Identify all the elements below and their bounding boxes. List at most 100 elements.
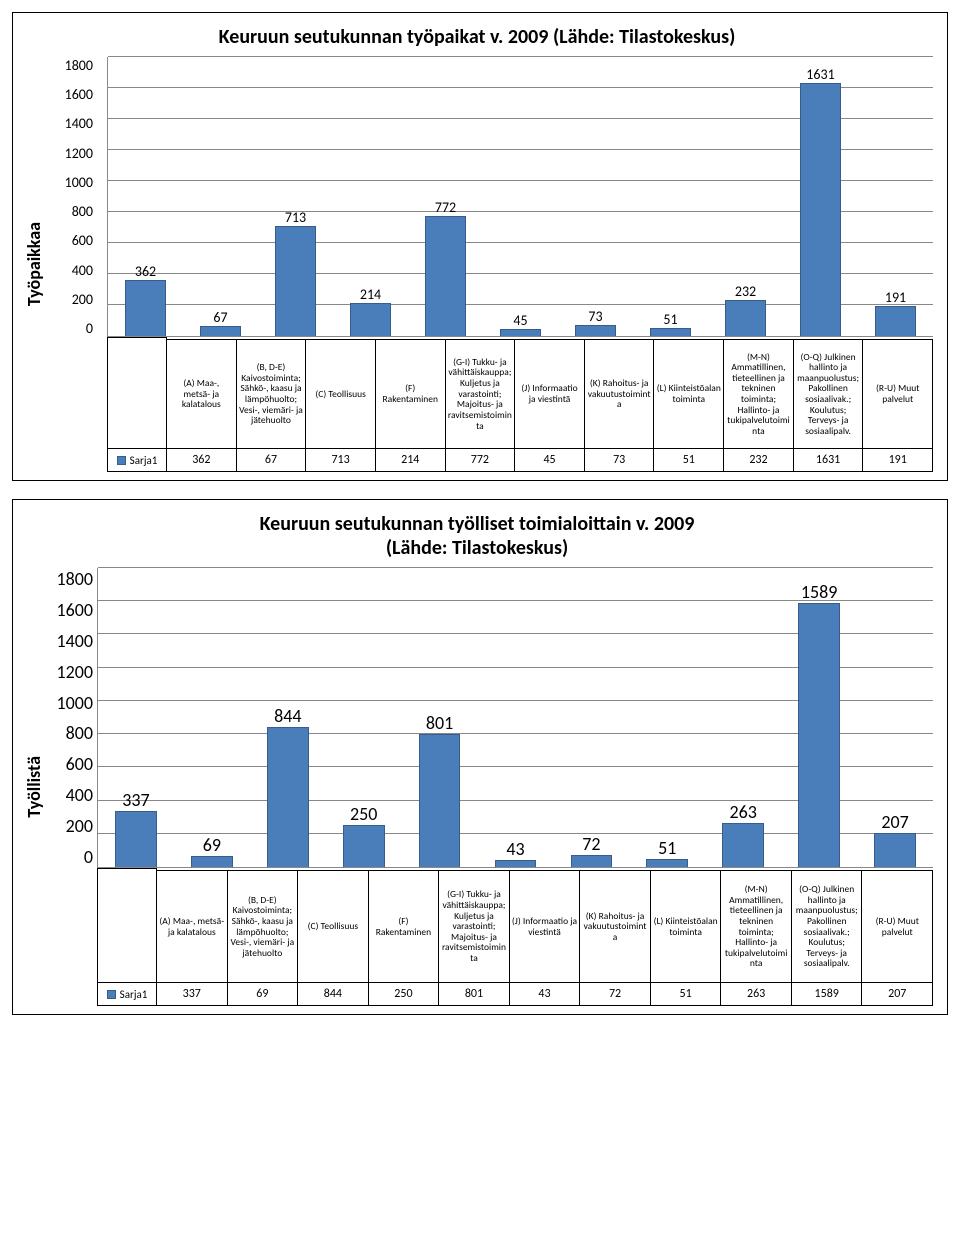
y-tick: 800 [47,722,93,744]
bar-value-label: 337 [98,789,174,811]
category-cell: (M-N) Ammatillinen, tieteellinen ja tekn… [721,870,792,983]
bar-slot: 263 [705,568,781,867]
y-tick: 600 [47,232,93,249]
category-cell: (L) Kiinteistöalan toiminta [651,870,722,983]
bar-slot: 844 [250,568,326,867]
category-cell: (J) Informaatio ja viestintä [510,870,581,983]
y-ticks: 1800 1600 1400 1200 1000 800 600 400 200… [47,57,97,337]
bar-slot: 45 [483,57,558,336]
y-tick: 400 [47,784,93,806]
data-cell: 362 [167,449,237,472]
bar-slot: 69 [174,568,250,867]
category-cell: (A) Maa-, metsä- ja kalatalous [167,339,237,449]
bar-slot: 337 [98,568,174,867]
category-cell: (M-N) Ammatillinen, tieteellinen ja tekn… [724,339,794,449]
chart-title: Keuruun seutukunnan työpaikat v. 2009 (L… [21,25,933,49]
bar-slot: 713 [258,57,333,336]
bar-value-label: 1631 [783,66,858,83]
bar [571,855,613,867]
bar [115,811,157,867]
data-cell: 232 [724,449,794,472]
bar-slot: 362 [108,57,183,336]
category-cell: (F) Rakentaminen [369,870,440,983]
category-cell: (L) Kiinteistöalan toiminta [654,339,724,449]
bar [500,329,541,336]
bar-value-label: 844 [250,705,326,727]
y-tick: 1600 [47,599,93,621]
y-ticks: 1800 1600 1400 1200 1000 800 600 400 200… [47,568,97,868]
chart-tyolliset: Keuruun seutukunnan työlliset toimialoit… [12,499,948,1015]
bar-slot: 214 [333,57,408,336]
bar-value-label: 45 [483,312,558,329]
y-tick: 1400 [47,115,93,132]
y-tick: 1400 [47,630,93,652]
category-cell: (K) Rahoitus- ja vakuutustoiminta [585,339,655,449]
bar-value-label: 51 [629,837,705,859]
bar [191,856,233,867]
data-cell: 69 [228,983,299,1006]
data-cell: 214 [376,449,446,472]
category-cell: (G-I) Tukku- ja vähittäiskauppa; Kuljetu… [446,339,516,449]
bar [419,734,461,867]
data-cell: 67 [237,449,307,472]
series-legend: Sarja1 [97,983,157,1006]
bar [798,603,840,867]
legend-swatch-icon [117,456,126,465]
chart-tyopaikat: Keuruun seutukunnan työpaikat v. 2009 (L… [12,12,948,481]
bar-value-label: 1589 [781,581,857,603]
bar-value-label: 362 [108,263,183,280]
bar-value-label: 73 [558,308,633,325]
bar-slot: 51 [629,568,705,867]
bar-slot: 207 [857,568,933,867]
y-tick: 0 [47,320,93,337]
bar-value-label: 67 [183,309,258,326]
y-tick: 200 [47,291,93,308]
series-legend: Sarja1 [107,449,167,472]
bar-slot: 43 [478,568,554,867]
category-cell: (K) Rahoitus- ja vakuutustoiminta [580,870,651,983]
data-cell: 263 [721,983,792,1006]
y-tick: 400 [47,262,93,279]
category-cell: (C) Teollisuus [306,339,376,449]
bar-slot: 232 [708,57,783,336]
data-cell: 45 [515,449,585,472]
bar [425,216,466,336]
category-row: (A) Maa-, metsä- ja kalatalous(B, D-E) K… [157,870,933,983]
bar [343,825,385,867]
data-cell: 337 [157,983,228,1006]
bar [650,328,691,336]
y-tick: 0 [47,846,93,868]
bar [722,823,764,867]
bar-slot: 67 [183,57,258,336]
y-tick: 1000 [47,174,93,191]
bar [874,833,916,867]
series-name: Sarja1 [130,454,158,467]
bar [875,306,916,336]
category-cell: (O-Q) Julkinen hallinto ja maanpuolustus… [794,339,864,449]
data-cell: 250 [369,983,440,1006]
category-cell: (R-U) Muut palvelut [862,870,933,983]
bar-value-label: 772 [408,199,483,216]
bar-value-label: 69 [174,834,250,856]
bar [725,300,766,336]
bar-value-label: 72 [553,833,629,855]
bar-value-label: 214 [333,286,408,303]
y-tick: 1200 [47,661,93,683]
bar-slot: 772 [408,57,483,336]
bar-value-label: 43 [478,838,554,860]
category-cell: (C) Teollisuus [298,870,369,983]
y-axis-label: Työllistä [21,752,47,822]
y-tick: 1000 [47,692,93,714]
bar-value-label: 713 [258,209,333,226]
bar-value-label: 801 [402,712,478,734]
data-cell: 72 [580,983,651,1006]
bar [350,303,391,336]
y-tick: 1800 [47,57,93,74]
bar-value-label: 232 [708,283,783,300]
bar [267,727,309,867]
data-cell: 1631 [794,449,864,472]
data-cell: 73 [585,449,655,472]
category-cell: (O-Q) Julkinen hallinto ja maanpuolustus… [792,870,863,983]
plot-area: 362677132147724573512321631191 [107,57,933,337]
plot-area: 337698442508014372512631589207 [97,568,933,868]
